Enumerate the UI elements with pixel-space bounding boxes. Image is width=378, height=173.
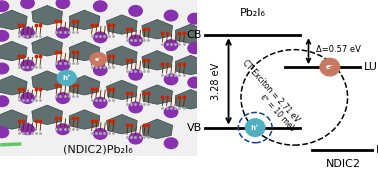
Polygon shape: [69, 76, 100, 95]
Circle shape: [164, 107, 178, 117]
Circle shape: [56, 93, 70, 103]
Circle shape: [57, 70, 76, 85]
Polygon shape: [107, 46, 137, 65]
Polygon shape: [142, 51, 173, 70]
Circle shape: [21, 93, 34, 103]
Text: h⁺: h⁺: [62, 75, 71, 81]
Polygon shape: [107, 15, 137, 34]
Text: NDIC2: NDIC2: [325, 159, 361, 169]
Circle shape: [129, 69, 142, 80]
Circle shape: [0, 63, 9, 74]
Circle shape: [188, 77, 201, 88]
Polygon shape: [32, 6, 62, 25]
Circle shape: [56, 27, 70, 38]
Text: LUMO: LUMO: [364, 62, 378, 72]
Circle shape: [94, 32, 107, 43]
Circle shape: [94, 97, 107, 108]
Text: h⁺: h⁺: [251, 125, 260, 131]
Polygon shape: [107, 115, 137, 134]
Circle shape: [21, 60, 34, 71]
Circle shape: [245, 119, 265, 136]
Polygon shape: [175, 24, 206, 44]
Circle shape: [0, 1, 9, 12]
Polygon shape: [0, 76, 27, 95]
Circle shape: [129, 35, 142, 46]
Text: VB: VB: [187, 123, 202, 133]
Circle shape: [56, 0, 70, 8]
Circle shape: [94, 65, 107, 75]
Polygon shape: [32, 71, 62, 90]
Text: 3.28 eV: 3.28 eV: [211, 63, 221, 100]
Polygon shape: [0, 41, 27, 61]
Circle shape: [320, 58, 339, 76]
Circle shape: [129, 102, 142, 113]
Polygon shape: [69, 110, 100, 129]
Polygon shape: [0, 10, 27, 30]
Circle shape: [188, 13, 201, 24]
Polygon shape: [0, 110, 27, 129]
Text: e⁻: e⁻: [325, 64, 334, 70]
Text: HOMO: HOMO: [376, 145, 378, 155]
Text: CT Exciton = 2.71 eV: CT Exciton = 2.71 eV: [241, 58, 301, 124]
Circle shape: [188, 43, 201, 54]
Polygon shape: [175, 90, 206, 109]
Polygon shape: [32, 105, 62, 125]
Polygon shape: [32, 37, 62, 56]
Circle shape: [164, 138, 178, 149]
Circle shape: [164, 10, 178, 21]
Circle shape: [56, 60, 70, 71]
Text: εᵇ = 10 meV: εᵇ = 10 meV: [259, 93, 297, 134]
Polygon shape: [175, 55, 206, 75]
Polygon shape: [142, 119, 173, 139]
Text: e⁻: e⁻: [94, 57, 102, 62]
Circle shape: [164, 74, 178, 85]
Polygon shape: [69, 41, 100, 61]
Circle shape: [0, 96, 9, 107]
Text: Pb₂I₆: Pb₂I₆: [240, 8, 265, 18]
Text: CB: CB: [186, 30, 202, 40]
Circle shape: [21, 0, 34, 8]
Text: (NDIC2)Pb₂I₆: (NDIC2)Pb₂I₆: [64, 144, 133, 154]
Polygon shape: [142, 85, 173, 104]
Text: Δ=0.57 eV: Δ=0.57 eV: [316, 45, 361, 54]
Circle shape: [129, 133, 142, 144]
Polygon shape: [107, 80, 137, 100]
Circle shape: [90, 53, 107, 66]
Circle shape: [21, 27, 34, 38]
Circle shape: [94, 1, 107, 12]
Circle shape: [21, 124, 34, 135]
Circle shape: [129, 6, 142, 16]
Circle shape: [0, 127, 9, 138]
Circle shape: [164, 40, 178, 51]
Circle shape: [94, 129, 107, 139]
Circle shape: [56, 124, 70, 135]
Polygon shape: [142, 20, 173, 39]
Circle shape: [0, 30, 9, 41]
Polygon shape: [69, 10, 100, 30]
